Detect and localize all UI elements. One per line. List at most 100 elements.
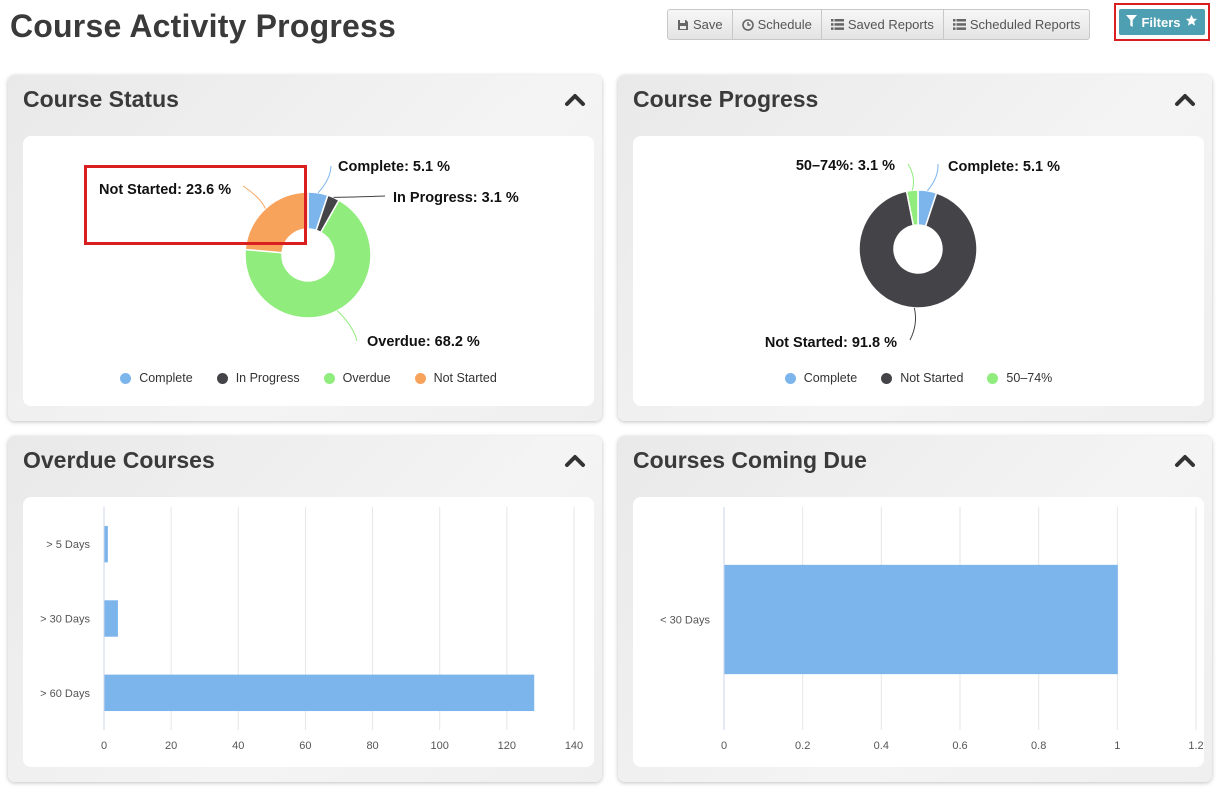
courses-coming-due-panel: Courses Coming Due 0 0.2 0.4 0.6 0.8 1 1.2 < 30… — [618, 436, 1212, 782]
course-status-panel: Course Status Complete: 5.1 % In Progress… — [8, 75, 602, 421]
floppy-disk-icon — [677, 19, 689, 31]
filters-highlight: Filters — [1114, 3, 1210, 41]
legend-marker — [216, 372, 228, 384]
x-tick-label: 0.4 — [874, 740, 889, 752]
pie-slice-overdue[interactable] — [244, 199, 372, 319]
pie-slice-not-started[interactable] — [244, 191, 309, 254]
legend-item-50-74[interactable]: 50–74% — [987, 371, 1052, 385]
label-connector-not-started — [242, 185, 266, 209]
course-status-pie: Complete: 5.1 % In Progress: 3.1 % Overdue… — [99, 159, 519, 350]
scheduled-reports-button[interactable]: Scheduled Reports — [944, 10, 1090, 39]
legend-marker — [120, 372, 132, 384]
label-connector-in-progress — [333, 195, 386, 198]
data-label-complete: Complete: 5.1 % — [338, 159, 450, 175]
save-button[interactable]: Save — [668, 10, 733, 39]
x-tick-label: 0 — [101, 740, 107, 752]
pie-slice-not-started[interactable] — [858, 190, 978, 309]
legend-marker — [414, 372, 426, 384]
data-label-complete: Complete: 5.1 % — [948, 159, 1060, 175]
collapse-chevron-up-icon[interactable] — [564, 91, 586, 107]
legend-item-not-started[interactable]: Not Started — [414, 371, 497, 385]
collapse-chevron-up-icon[interactable] — [1174, 452, 1196, 468]
legend-item-overdue[interactable]: Overdue — [323, 371, 391, 385]
course-progress-chart: Complete: 5.1 % Not Started: 91.8 % 50–74%… — [633, 136, 1204, 406]
panel-title: Course Status — [23, 86, 179, 112]
filter-icon — [1126, 14, 1138, 30]
saved-reports-button[interactable]: Saved Reports — [822, 10, 944, 39]
filters-button[interactable]: Filters — [1119, 9, 1205, 35]
label-connector-complete — [317, 165, 332, 194]
x-tick-label: 120 — [498, 740, 516, 752]
legend-label: Not Started — [433, 371, 497, 385]
label-connector-overdue — [336, 310, 358, 342]
list-icon — [830, 19, 844, 30]
bar-30-days[interactable] — [724, 564, 1118, 675]
data-label-not-started: Not Started: 91.8 % — [765, 335, 897, 351]
label-connector-not-started — [909, 307, 916, 341]
bar-60-days[interactable] — [104, 674, 535, 712]
overdue-courses-bar-chart: 0 20 40 60 80 100 120 140 > 5 Days > 30 Days > 60 … — [40, 507, 583, 752]
legend-item-not-started[interactable]: Not Started — [881, 371, 963, 385]
y-category-label: > 5 Days — [46, 539, 90, 551]
legend-item-complete[interactable]: Complete — [784, 371, 858, 385]
report-toolbar: Save Schedule Saved Reports Scheduled Re… — [667, 9, 1091, 40]
panel-title: Course Progress — [633, 86, 819, 112]
x-tick-label: 20 — [165, 740, 177, 752]
data-label-in-progress: In Progress: 3.1 % — [393, 190, 519, 206]
label-connector-complete — [927, 163, 939, 192]
bar-5-days[interactable] — [104, 525, 108, 563]
courses-coming-due-chart: 0 0.2 0.4 0.6 0.8 1 1.2 < 30 Days — [633, 497, 1204, 767]
x-tick-label: 40 — [232, 740, 244, 752]
x-tick-label: 140 — [565, 740, 583, 752]
panel-title: Courses Coming Due — [633, 447, 867, 473]
x-tick-label: 1.2 — [1188, 740, 1203, 752]
saved-reports-label: Saved Reports — [847, 17, 934, 32]
legend-label: Complete — [139, 371, 193, 385]
save-label: Save — [693, 17, 723, 32]
legend-marker — [323, 372, 335, 384]
course-progress-pie: Complete: 5.1 % Not Started: 91.8 % 50–74%… — [765, 158, 1060, 351]
legend-label: Complete — [803, 371, 858, 385]
x-tick-label: 0 — [721, 740, 727, 752]
legend-item-complete[interactable]: Complete — [120, 371, 193, 385]
panel-title: Overdue Courses — [23, 447, 215, 473]
x-tick-label: 60 — [299, 740, 311, 752]
legend-label: Overdue — [342, 371, 391, 385]
x-tick-label: 0.6 — [952, 740, 967, 752]
x-tick-label: 100 — [431, 740, 449, 752]
legend-item-in-progress[interactable]: In Progress — [216, 371, 300, 385]
list-icon — [952, 19, 966, 30]
clock-icon — [741, 18, 754, 31]
course-status-chart: Complete: 5.1 % In Progress: 3.1 % Overdue… — [23, 136, 594, 406]
collapse-chevron-up-icon[interactable] — [564, 452, 586, 468]
course-progress-legend: Complete Not Started 50–74% — [633, 371, 1204, 385]
y-category-label: > 30 Days — [40, 614, 90, 626]
page-title: Course Activity Progress — [10, 8, 396, 44]
bar-30-days[interactable] — [104, 600, 118, 637]
legend-label: Not Started — [900, 371, 964, 385]
label-connector-50-74 — [907, 163, 914, 191]
legend-label: 50–74% — [1006, 371, 1053, 385]
star-icon — [1185, 14, 1198, 30]
legend-marker — [987, 372, 999, 384]
data-label-overdue: Overdue: 68.2 % — [367, 334, 480, 350]
pie-slice-50-74[interactable] — [905, 189, 919, 227]
x-tick-label: 0.8 — [1031, 740, 1046, 752]
scheduled-reports-label: Scheduled Reports — [969, 17, 1081, 32]
schedule-label: Schedule — [757, 17, 812, 32]
collapse-chevron-up-icon[interactable] — [1174, 91, 1196, 107]
schedule-button[interactable]: Schedule — [733, 10, 822, 39]
courses-coming-due-bar-chart: 0 0.2 0.4 0.6 0.8 1 1.2 < 30 Days — [660, 507, 1204, 752]
data-label-50-74: 50–74%: 3.1 % — [796, 158, 895, 174]
filters-label: Filters — [1141, 14, 1181, 30]
y-category-label: > 60 Days — [40, 688, 90, 700]
course-status-legend: Complete In Progress Overdue Not Started — [23, 371, 594, 385]
x-tick-label: 80 — [366, 740, 378, 752]
course-progress-panel: Course Progress Complete: 5.1 % Not Start… — [618, 75, 1212, 421]
y-category-label: < 30 Days — [660, 615, 710, 627]
overdue-courses-chart: 0 20 40 60 80 100 120 140 > 5 Days > 30 Days > 60 … — [23, 497, 594, 767]
overdue-courses-panel: Overdue Courses 0 20 40 60 80 100 120 140 > 5 Da… — [8, 436, 602, 782]
legend-marker — [784, 372, 796, 384]
x-tick-label: 0.2 — [795, 740, 810, 752]
legend-marker — [881, 372, 893, 384]
